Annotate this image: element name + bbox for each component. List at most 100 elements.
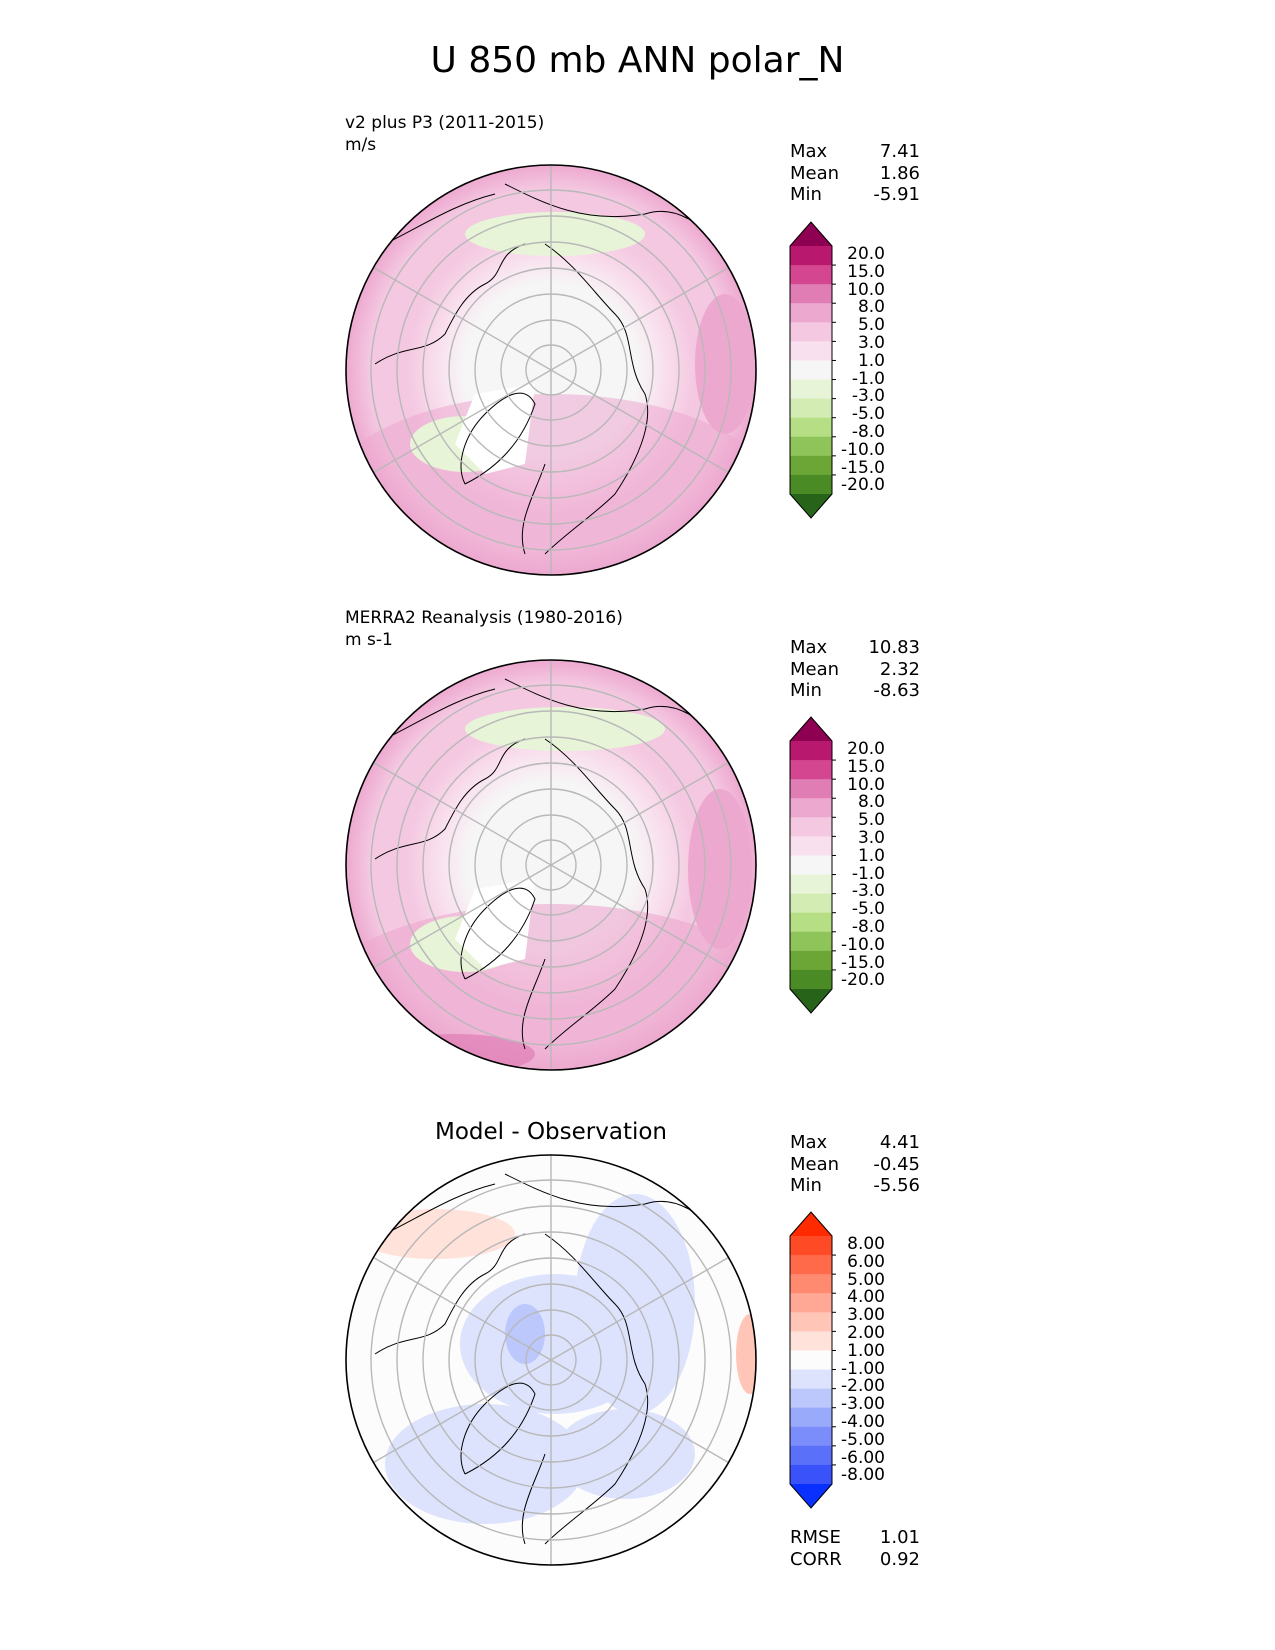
colorbar-segment bbox=[790, 322, 832, 342]
test-cb-label: 15.0 bbox=[847, 261, 885, 282]
diff-cb-label: -3.00 bbox=[841, 1394, 885, 1415]
diff-cb-label: 3.00 bbox=[847, 1305, 885, 1326]
colorbar-segment bbox=[790, 341, 832, 361]
reference-jet-core-atlantic bbox=[688, 789, 752, 949]
reference-graticule bbox=[370, 660, 732, 1070]
reference-cb-label: 3.0 bbox=[857, 827, 885, 848]
reference-stat-max-label: Max bbox=[790, 637, 828, 658]
diff-negative-south bbox=[385, 1404, 585, 1524]
reference-cb-label: 10.0 bbox=[847, 774, 885, 795]
test-stat-max-label: Max bbox=[790, 141, 828, 162]
reference-colorbar-labels: 20.0 15.0 10.0 8.0 5.0 3.0 1.0 -1.0 -3.0… bbox=[833, 740, 885, 991]
colorbar-segment bbox=[790, 741, 832, 761]
diff-stat-max-label: Max bbox=[790, 1132, 828, 1153]
diff-stat-mean-label: Mean bbox=[790, 1153, 840, 1175]
diff-polar-map bbox=[345, 1154, 757, 1566]
test-colorbar-labels: 20.0 15.0 10.0 8.0 5.0 3.0 1.0 -1.0 -3.0… bbox=[833, 245, 885, 496]
test-title-line-2: m/s bbox=[345, 135, 377, 155]
colorbar-segment bbox=[790, 1350, 832, 1371]
colorbar-segment bbox=[790, 855, 832, 876]
reference-polar-map bbox=[345, 659, 757, 1071]
reference-map-boundary bbox=[345, 659, 757, 1071]
reference-cb-label: -20.0 bbox=[841, 970, 885, 991]
colorbar-segment bbox=[790, 1236, 832, 1256]
reference-stats: Max 10.83 Mean 2.32 Min -8.63 bbox=[790, 637, 920, 702]
colorbar-segment bbox=[790, 379, 832, 400]
test-cb-label: 8.0 bbox=[857, 297, 885, 318]
colorbar-segment bbox=[790, 246, 832, 266]
colorbar-segment bbox=[790, 1388, 832, 1409]
diff-corr-value: 0.92 bbox=[879, 1548, 920, 1570]
diff-rmse-label: RMSE bbox=[790, 1527, 841, 1548]
colorbar-segment bbox=[790, 1426, 832, 1447]
diff-cb-label: -6.00 bbox=[841, 1447, 885, 1468]
diff-negative-east bbox=[575, 1194, 695, 1414]
test-cb-label: -3.0 bbox=[851, 386, 885, 407]
test-cb-label: 10.0 bbox=[847, 279, 885, 300]
diff-cb-label: 2.00 bbox=[847, 1322, 885, 1343]
test-cb-label: -1.0 bbox=[851, 368, 885, 389]
test-greenland-region bbox=[455, 384, 535, 474]
reference-title-line-1: MERRA2 Reanalysis (1980-2016) bbox=[345, 608, 623, 628]
colorbar-extend-min bbox=[790, 494, 832, 518]
diff-stat-min-value: -5.56 bbox=[873, 1175, 920, 1196]
colorbar-extend-min bbox=[790, 989, 832, 1013]
diff-stats: Max 4.41 Mean -0.45 Min -5.56 bbox=[790, 1132, 920, 1197]
test-polar-map bbox=[345, 164, 757, 576]
reference-cb-label: -8.0 bbox=[851, 916, 885, 937]
diff-colorbar bbox=[789, 1211, 836, 1509]
test-title-line-1: v2 plus P3 (2011-2015) bbox=[345, 113, 545, 133]
diff-cb-label: 6.00 bbox=[847, 1251, 885, 1272]
reference-stat-min-value: -8.63 bbox=[873, 680, 920, 701]
diff-negative-core bbox=[505, 1304, 545, 1364]
reference-title-line-2: m s-1 bbox=[345, 630, 393, 650]
diff-footer-stats: RMSE 1.01 CORR 0.92 bbox=[790, 1527, 920, 1570]
test-cb-label: -20.0 bbox=[841, 475, 885, 496]
colorbar-segment bbox=[790, 1331, 832, 1351]
test-coastlines bbox=[374, 183, 726, 555]
test-cb-label: 3.0 bbox=[857, 332, 885, 353]
test-colorbar bbox=[789, 221, 836, 519]
colorbar-segment bbox=[790, 969, 832, 990]
colorbar-segment bbox=[790, 360, 832, 381]
colorbar-segment bbox=[790, 284, 832, 304]
test-cb-label: 5.0 bbox=[857, 315, 885, 336]
colorbar-segment bbox=[790, 1464, 832, 1485]
diff-graticule bbox=[370, 1155, 732, 1565]
reference-stat-min-label: Min bbox=[790, 680, 822, 701]
colorbar-extend-min bbox=[790, 1484, 832, 1508]
test-jet-core-atlantic bbox=[695, 294, 755, 434]
reference-coastlines bbox=[374, 678, 726, 1050]
reference-cb-label: 1.0 bbox=[857, 845, 885, 866]
reference-greenland-region bbox=[455, 879, 535, 969]
test-stat-min-label: Min bbox=[790, 184, 822, 205]
test-cb-label: -10.0 bbox=[841, 439, 885, 460]
colorbar-segment bbox=[790, 1255, 832, 1275]
colorbar-segment bbox=[790, 398, 832, 419]
colorbar-segment bbox=[790, 912, 832, 933]
colorbar-outline bbox=[789, 221, 833, 519]
reference-stat-max-value: 10.83 bbox=[868, 637, 920, 658]
colorbar-segment bbox=[790, 265, 832, 285]
colorbar-segment bbox=[790, 836, 832, 856]
test-stat-max-value: 7.41 bbox=[879, 141, 920, 162]
colorbar-outline bbox=[789, 716, 833, 1014]
diff-cb-label: 1.00 bbox=[847, 1340, 885, 1361]
diff-cb-label: -8.00 bbox=[841, 1465, 885, 1486]
test-cb-label: -8.0 bbox=[851, 421, 885, 442]
diff-cb-label: -4.00 bbox=[841, 1411, 885, 1432]
colorbar-segment bbox=[790, 950, 832, 971]
diff-cb-label: 5.00 bbox=[847, 1269, 885, 1290]
colorbar-segment bbox=[790, 817, 832, 837]
test-cb-label: -15.0 bbox=[841, 457, 885, 478]
colorbar-outline bbox=[789, 1211, 833, 1509]
reference-stat-mean-value: 2.32 bbox=[879, 658, 920, 680]
colorbar-segment bbox=[790, 303, 832, 323]
test-stat-min-value: -5.91 bbox=[873, 184, 920, 205]
diff-coastlines bbox=[374, 1173, 726, 1545]
diff-cb-label: 8.00 bbox=[847, 1234, 885, 1254]
reference-easterly-patch-1 bbox=[465, 707, 665, 751]
test-cb-label: 1.0 bbox=[857, 350, 885, 371]
colorbar-extend-max bbox=[790, 1212, 832, 1236]
test-easterly-patch-1 bbox=[465, 212, 645, 256]
